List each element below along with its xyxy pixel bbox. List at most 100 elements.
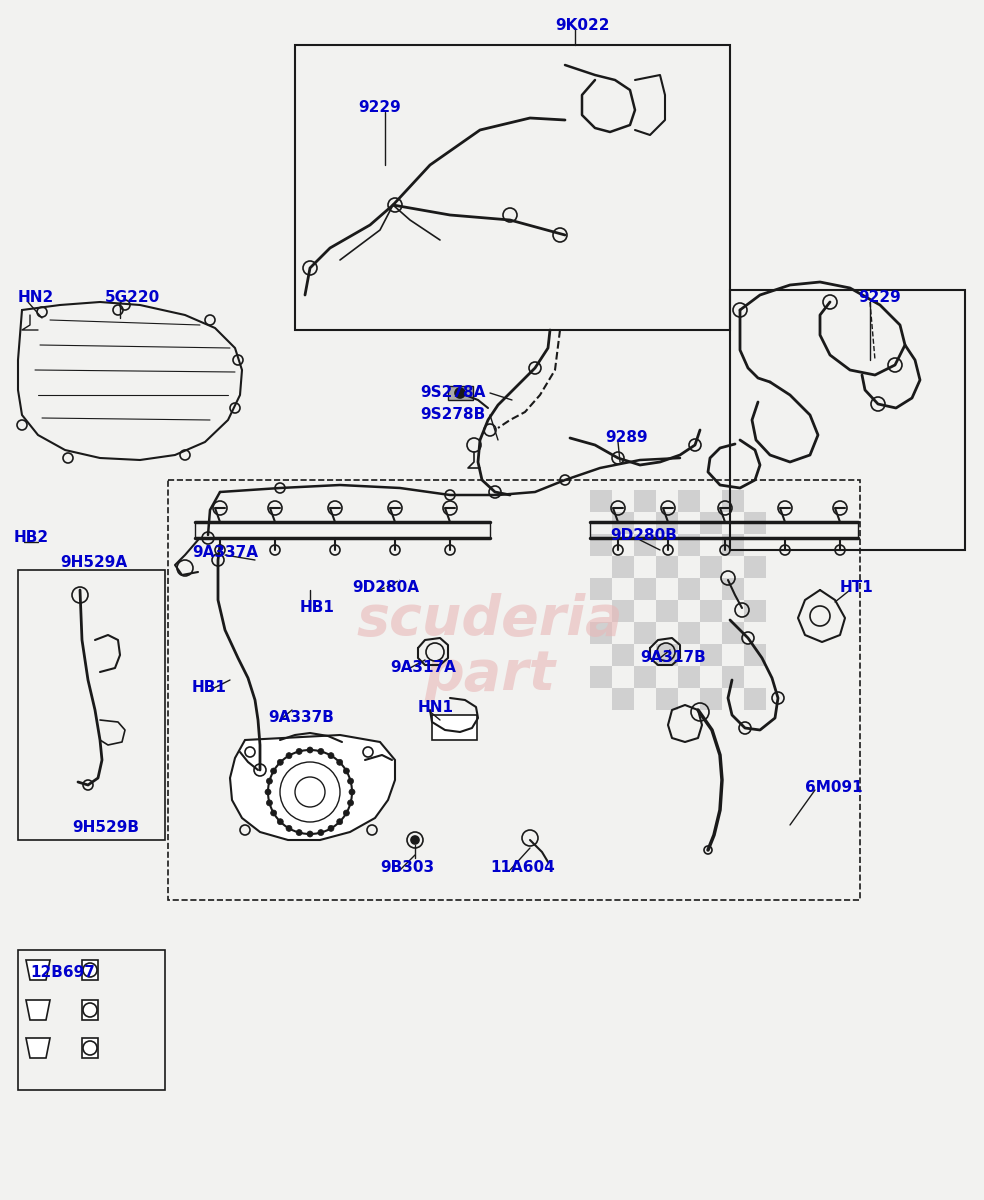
- Circle shape: [307, 830, 313, 838]
- Circle shape: [307, 746, 313, 754]
- Bar: [722, 534, 744, 556]
- Text: HB1: HB1: [192, 680, 227, 695]
- Bar: [612, 600, 634, 622]
- Circle shape: [267, 778, 273, 784]
- Circle shape: [296, 749, 302, 755]
- Text: 5G220: 5G220: [105, 290, 160, 305]
- Bar: [700, 556, 722, 578]
- Bar: [612, 644, 634, 666]
- Bar: [722, 666, 744, 688]
- Bar: [700, 688, 722, 710]
- Bar: [590, 490, 612, 512]
- Bar: [722, 622, 744, 644]
- Bar: [656, 644, 678, 666]
- Bar: [634, 578, 656, 600]
- Circle shape: [343, 810, 349, 816]
- Bar: [656, 600, 678, 622]
- Text: HN2: HN2: [18, 290, 54, 305]
- Bar: [730, 290, 965, 550]
- Text: 9A317A: 9A317A: [390, 660, 456, 674]
- Bar: [432, 715, 477, 740]
- Circle shape: [277, 818, 283, 824]
- Circle shape: [411, 836, 419, 844]
- Text: 9D280A: 9D280A: [352, 580, 419, 595]
- Bar: [744, 688, 766, 710]
- Bar: [634, 490, 656, 512]
- Text: scuderia: scuderia: [356, 593, 623, 647]
- Bar: [590, 666, 612, 688]
- Bar: [744, 644, 766, 666]
- Text: 9K022: 9K022: [555, 18, 609, 32]
- Polygon shape: [26, 960, 50, 980]
- Text: 9A317B: 9A317B: [640, 650, 706, 665]
- Bar: [744, 600, 766, 622]
- Circle shape: [318, 829, 324, 835]
- Bar: [18, 950, 165, 1090]
- Bar: [722, 578, 744, 600]
- Circle shape: [347, 778, 353, 784]
- Text: HT1: HT1: [840, 580, 874, 595]
- Text: HB2: HB2: [14, 530, 49, 545]
- Bar: [744, 556, 766, 578]
- Bar: [656, 688, 678, 710]
- Bar: [722, 490, 744, 512]
- Circle shape: [286, 752, 292, 758]
- Bar: [700, 600, 722, 622]
- Text: 6M091: 6M091: [805, 780, 863, 794]
- Text: 9H529A: 9H529A: [60, 554, 127, 570]
- Bar: [612, 512, 634, 534]
- Bar: [18, 570, 165, 840]
- Circle shape: [455, 388, 465, 398]
- Bar: [656, 556, 678, 578]
- Text: 9229: 9229: [858, 290, 900, 305]
- Circle shape: [267, 800, 273, 806]
- Bar: [448, 386, 473, 400]
- Bar: [634, 622, 656, 644]
- Bar: [634, 534, 656, 556]
- Polygon shape: [26, 1038, 50, 1058]
- Text: 9H529B: 9H529B: [72, 820, 139, 835]
- Bar: [678, 490, 700, 512]
- Circle shape: [271, 768, 277, 774]
- Circle shape: [318, 749, 324, 755]
- Bar: [700, 512, 722, 534]
- Text: 12B697: 12B697: [30, 965, 94, 980]
- Text: 9D280B: 9D280B: [610, 528, 677, 542]
- Text: 9229: 9229: [358, 100, 400, 115]
- Circle shape: [265, 790, 271, 794]
- Circle shape: [347, 800, 353, 806]
- Bar: [700, 644, 722, 666]
- Bar: [612, 688, 634, 710]
- Circle shape: [277, 760, 283, 766]
- Polygon shape: [26, 1000, 50, 1020]
- Text: part: part: [424, 648, 556, 702]
- Circle shape: [296, 829, 302, 835]
- Text: 9B303: 9B303: [380, 860, 434, 875]
- Bar: [590, 578, 612, 600]
- Circle shape: [286, 826, 292, 832]
- Bar: [678, 666, 700, 688]
- Bar: [82, 1038, 98, 1058]
- Bar: [82, 960, 98, 980]
- Bar: [590, 622, 612, 644]
- Text: 9S278A: 9S278A: [420, 385, 485, 400]
- Text: HB1: HB1: [300, 600, 335, 614]
- Text: 9A337B: 9A337B: [268, 710, 334, 725]
- Bar: [612, 556, 634, 578]
- Circle shape: [271, 810, 277, 816]
- Circle shape: [349, 790, 355, 794]
- Bar: [678, 622, 700, 644]
- Bar: [168, 480, 860, 900]
- Bar: [678, 578, 700, 600]
- Circle shape: [328, 752, 334, 758]
- Circle shape: [337, 818, 342, 824]
- Bar: [678, 534, 700, 556]
- Polygon shape: [230, 734, 395, 840]
- Bar: [656, 512, 678, 534]
- Bar: [634, 666, 656, 688]
- Text: HN1: HN1: [418, 700, 454, 715]
- Circle shape: [328, 826, 334, 832]
- Text: 9S278B: 9S278B: [420, 407, 485, 422]
- Bar: [744, 512, 766, 534]
- Text: 9289: 9289: [605, 430, 647, 445]
